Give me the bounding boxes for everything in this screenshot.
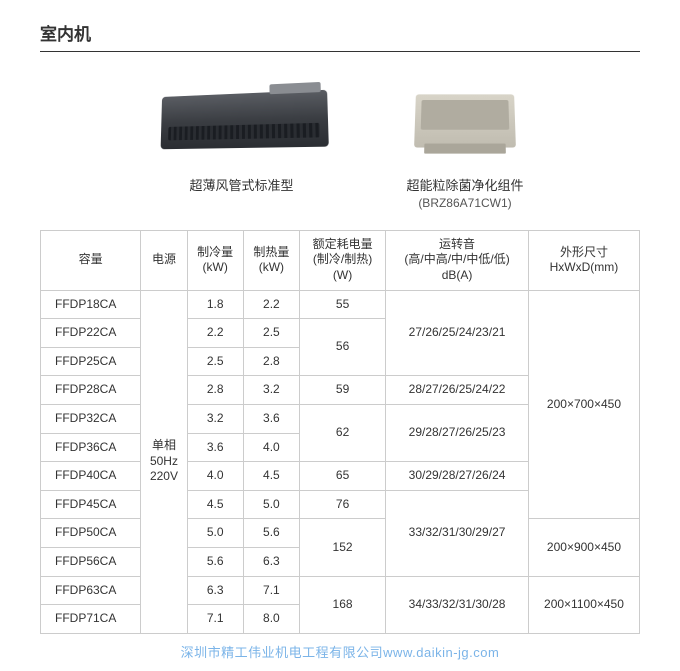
cell-cool: 2.8 xyxy=(187,376,243,405)
cell-heat: 6.3 xyxy=(243,547,299,576)
cell-model: FFDP18CA xyxy=(41,290,141,319)
th-rated: 额定耗电量(制冷/制热)(W) xyxy=(299,230,385,290)
cell-heat: 7.1 xyxy=(243,576,299,605)
cell-rated: 65 xyxy=(299,462,385,491)
section-title: 室内机 xyxy=(40,20,640,52)
cell-heat: 3.6 xyxy=(243,404,299,433)
product-filter-unit: 超能粒除菌净化组件 (BRZ86A71CW1) xyxy=(406,70,523,212)
cell-cool: 7.1 xyxy=(187,605,243,634)
cell-noise: 28/27/26/25/24/22 xyxy=(386,376,529,405)
cell-dim: 200×700×450 xyxy=(528,290,639,519)
cell-cool: 1.8 xyxy=(187,290,243,319)
cell-heat: 3.2 xyxy=(243,376,299,405)
cell-noise: 33/32/31/30/29/27 xyxy=(386,490,529,576)
cell-model: FFDP36CA xyxy=(41,433,141,462)
cell-heat: 4.0 xyxy=(243,433,299,462)
cell-model: FFDP25CA xyxy=(41,347,141,376)
cell-cool: 2.2 xyxy=(187,319,243,348)
cell-noise: 29/28/27/26/25/23 xyxy=(386,404,529,461)
cell-cool: 3.6 xyxy=(187,433,243,462)
cell-dim: 200×900×450 xyxy=(528,519,639,576)
cell-heat: 5.0 xyxy=(243,490,299,519)
cell-model: FFDP50CA xyxy=(41,519,141,548)
products-row: 超薄风管式标准型 超能粒除菌净化组件 (BRZ86A71CW1) xyxy=(40,70,640,212)
cell-noise: 30/29/28/27/26/24 xyxy=(386,462,529,491)
cell-rated: 62 xyxy=(299,404,385,461)
filter-caption-text: 超能粒除菌净化组件 xyxy=(406,178,523,193)
cell-noise: 27/26/25/24/23/21 xyxy=(386,290,529,376)
th-dim: 外形尺寸HxWxD(mm) xyxy=(528,230,639,290)
cell-noise: 34/33/32/31/30/28 xyxy=(386,576,529,633)
cell-cool: 6.3 xyxy=(187,576,243,605)
cell-rated: 152 xyxy=(299,519,385,576)
table-row: FFDP50CA 5.0 5.6 152 200×900×450 xyxy=(41,519,640,548)
cell-dim: 200×1100×450 xyxy=(528,576,639,633)
cell-cool: 4.5 xyxy=(187,490,243,519)
cell-cool: 5.0 xyxy=(187,519,243,548)
cell-model: FFDP71CA xyxy=(41,605,141,634)
cell-heat: 2.8 xyxy=(243,347,299,376)
cell-cool: 2.5 xyxy=(187,347,243,376)
header-row: 容量 电源 制冷量(kW) 制热量(kW) 额定耗电量(制冷/制热)(W) 运转… xyxy=(41,230,640,290)
filter-unit-image xyxy=(415,70,515,170)
cell-power: 单相50Hz220V xyxy=(141,290,187,633)
spec-table: 容量 电源 制冷量(kW) 制热量(kW) 额定耗电量(制冷/制热)(W) 运转… xyxy=(40,230,640,634)
cell-cool: 4.0 xyxy=(187,462,243,491)
cell-cool: 3.2 xyxy=(187,404,243,433)
cell-model: FFDP28CA xyxy=(41,376,141,405)
cell-model: FFDP32CA xyxy=(41,404,141,433)
th-model: 容量 xyxy=(41,230,141,290)
cell-model: FFDP22CA xyxy=(41,319,141,348)
cell-model: FFDP63CA xyxy=(41,576,141,605)
duct-unit-caption: 超薄风管式标准型 xyxy=(189,178,293,195)
cell-heat: 8.0 xyxy=(243,605,299,634)
cell-heat: 4.5 xyxy=(243,462,299,491)
filter-subcaption-text: (BRZ86A71CW1) xyxy=(418,196,511,210)
cell-rated: 168 xyxy=(299,576,385,633)
th-noise: 运转音(高/中高/中/中低/低)dB(A) xyxy=(386,230,529,290)
cell-heat: 2.5 xyxy=(243,319,299,348)
product-duct-unit: 超薄风管式标准型 xyxy=(156,70,326,212)
th-power: 电源 xyxy=(141,230,187,290)
table-row: FFDP63CA 6.3 7.1 168 34/33/32/31/30/28 2… xyxy=(41,576,640,605)
th-cooling: 制冷量(kW) xyxy=(187,230,243,290)
filter-unit-caption: 超能粒除菌净化组件 (BRZ86A71CW1) xyxy=(406,178,523,212)
th-heating: 制热量(kW) xyxy=(243,230,299,290)
watermark-text: 深圳市精工伟业机电工程有限公司www.daikin-jg.com xyxy=(40,642,640,661)
cell-heat: 5.6 xyxy=(243,519,299,548)
cell-model: FFDP40CA xyxy=(41,462,141,491)
cell-model: FFDP45CA xyxy=(41,490,141,519)
cell-rated: 59 xyxy=(299,376,385,405)
cell-rated: 76 xyxy=(299,490,385,519)
table-row: FFDP18CA 单相50Hz220V 1.8 2.2 55 27/26/25/… xyxy=(41,290,640,319)
cell-cool: 5.6 xyxy=(187,547,243,576)
cell-model: FFDP56CA xyxy=(41,547,141,576)
duct-unit-image xyxy=(156,70,326,170)
page-container: 室内机 超薄风管式标准型 超能粒除菌净化组件 (BRZ86A71CW1) 容量 … xyxy=(0,0,680,671)
cell-rated: 55 xyxy=(299,290,385,319)
cell-rated: 56 xyxy=(299,319,385,376)
cell-heat: 2.2 xyxy=(243,290,299,319)
